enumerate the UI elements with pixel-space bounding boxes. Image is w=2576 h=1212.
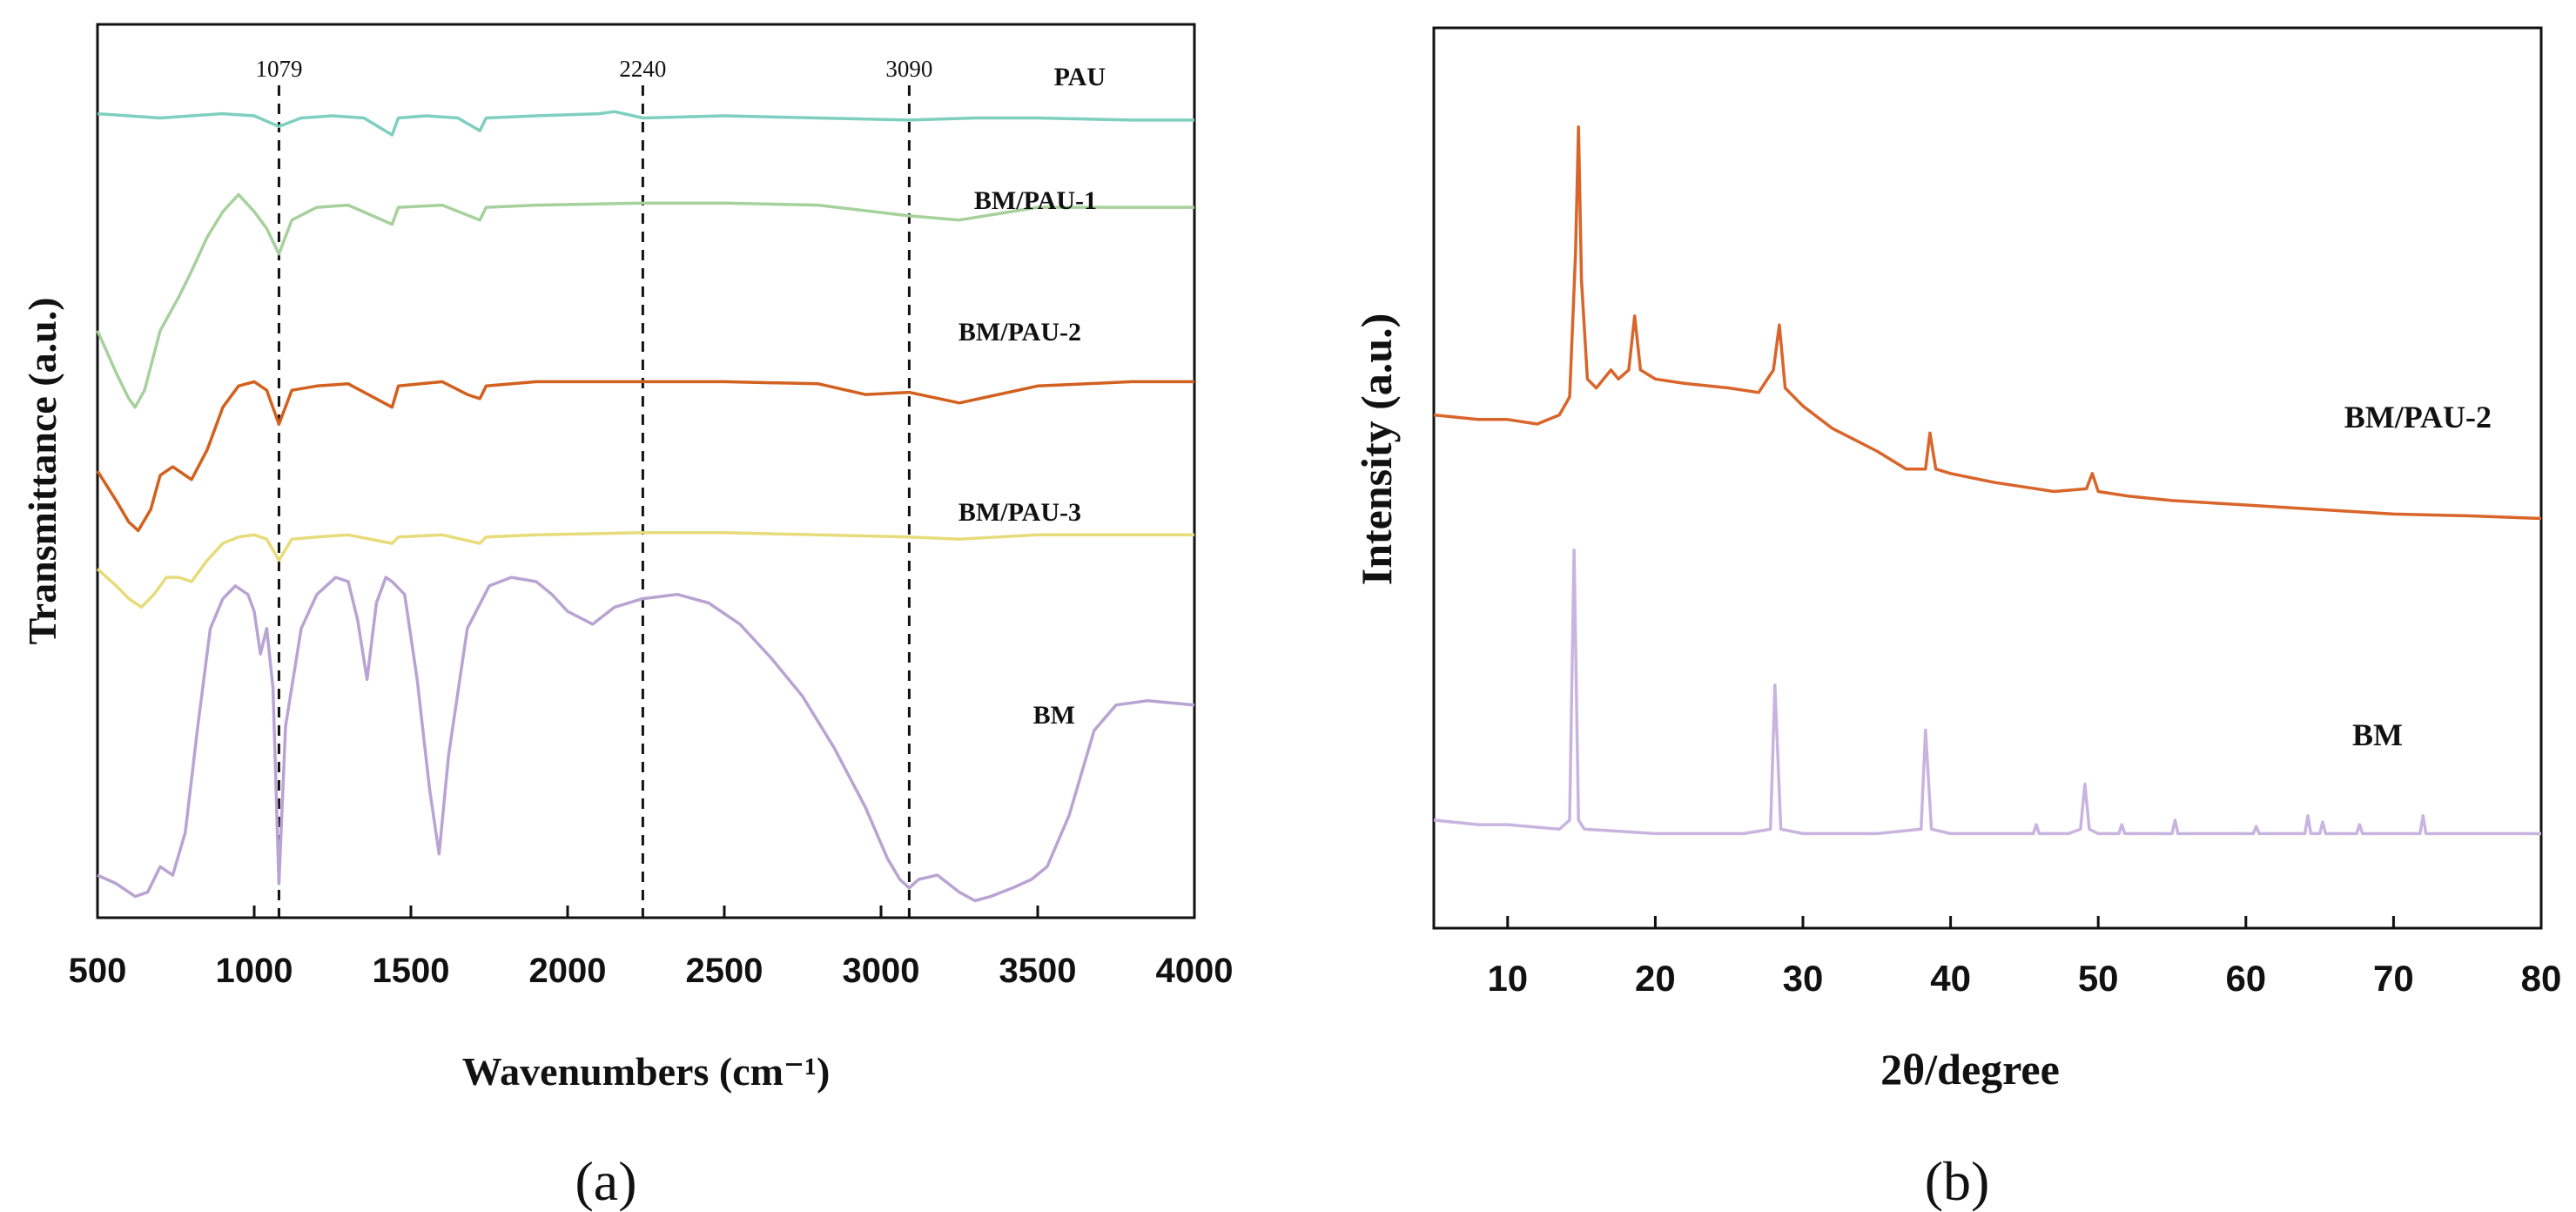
panel-a-x-tick-label-500: 500 [69, 952, 127, 990]
panel-b-x-tick-label-40: 40 [1930, 958, 1971, 999]
panel-a-x-tick-label-4000: 4000 [1156, 952, 1234, 990]
panel-a-series-label-bm-pau-2: BM/PAU-2 [958, 318, 1081, 347]
panel-b-x-tick-label-50: 50 [2078, 958, 2119, 999]
panel-a-series-line-bm-pau-3 [96, 531, 1194, 609]
panel-a-y-axis-title: Transmittance (a.u.) [20, 297, 64, 644]
marker-label-3090: 3090 [885, 56, 932, 82]
panel-a-x-tick-label-1000: 1000 [216, 952, 293, 990]
panel-a-series-label-bm-pau-3: BM/PAU-3 [958, 498, 1081, 527]
panel-b-x-tick-label-80: 80 [2521, 958, 2562, 999]
panel-a-x-tick-label-2500: 2500 [686, 952, 763, 990]
panel-a-series-label-pau: PAU [1054, 63, 1106, 91]
marker-label-2240: 2240 [619, 56, 666, 82]
panel-a-x-tick-label-3500: 3500 [999, 952, 1077, 990]
panel-b-plot-frame [1432, 26, 2543, 930]
panel-b-x-tick-label-60: 60 [2225, 958, 2266, 999]
panel-b-caption: (b) [1925, 1150, 1990, 1212]
panel-b-x-tick-label-30: 30 [1783, 958, 1824, 999]
marker-label-1079: 1079 [255, 56, 302, 82]
panel-b-x-tick-label-70: 70 [2373, 958, 2414, 999]
panel-b-series-line-bm [1433, 548, 2541, 836]
panel-a-series-line-pau [97, 110, 1194, 137]
panel-a-ftir-chart: 1079 2240 3090 500 1000 1500 2000 2500 3000 3500… [20, 23, 1234, 1212]
panel-b-x-tick-label-20: 20 [1635, 958, 1676, 999]
panel-a-plot-frame [96, 23, 1196, 919]
panel-b-series-line-bm-pau-2 [1433, 125, 2542, 521]
panel-a-series-label-bm-pau-1: BM/PAU-1 [974, 186, 1097, 215]
panel-b-y-axis-title: Intensity (a.u.) [1352, 313, 1401, 586]
panel-b-xrd-chart: 10 20 30 40 50 60 70 80 BM/PAU-2 BM 2θ/degree In… [1352, 26, 2562, 1212]
panel-a-series-line-bm-pau-2 [96, 380, 1194, 533]
panel-a-caption: (a) [575, 1150, 636, 1212]
panel-a-x-tick-label-3000: 3000 [843, 952, 920, 990]
panel-a-series-line-bm [97, 576, 1195, 903]
panel-b-x-tick-label-10: 10 [1487, 958, 1528, 999]
panel-b-series-label-bm: BM [2352, 717, 2403, 752]
panel-b-series-label-bm-pau-2: BM/PAU-2 [2344, 400, 2492, 434]
panel-a-series-label-bm: BM [1033, 701, 1075, 730]
panel-a-x-axis-title: Wavenumbers (cm⁻¹) [462, 1049, 831, 1094]
panel-a-series-line-bm-pau-1 [96, 192, 1194, 409]
panel-a-x-tick-label-2000: 2000 [529, 952, 607, 990]
panel-a-x-tick-label-1500: 1500 [373, 952, 450, 990]
panel-b-x-axis-title: 2θ/degree [1880, 1045, 2060, 1094]
